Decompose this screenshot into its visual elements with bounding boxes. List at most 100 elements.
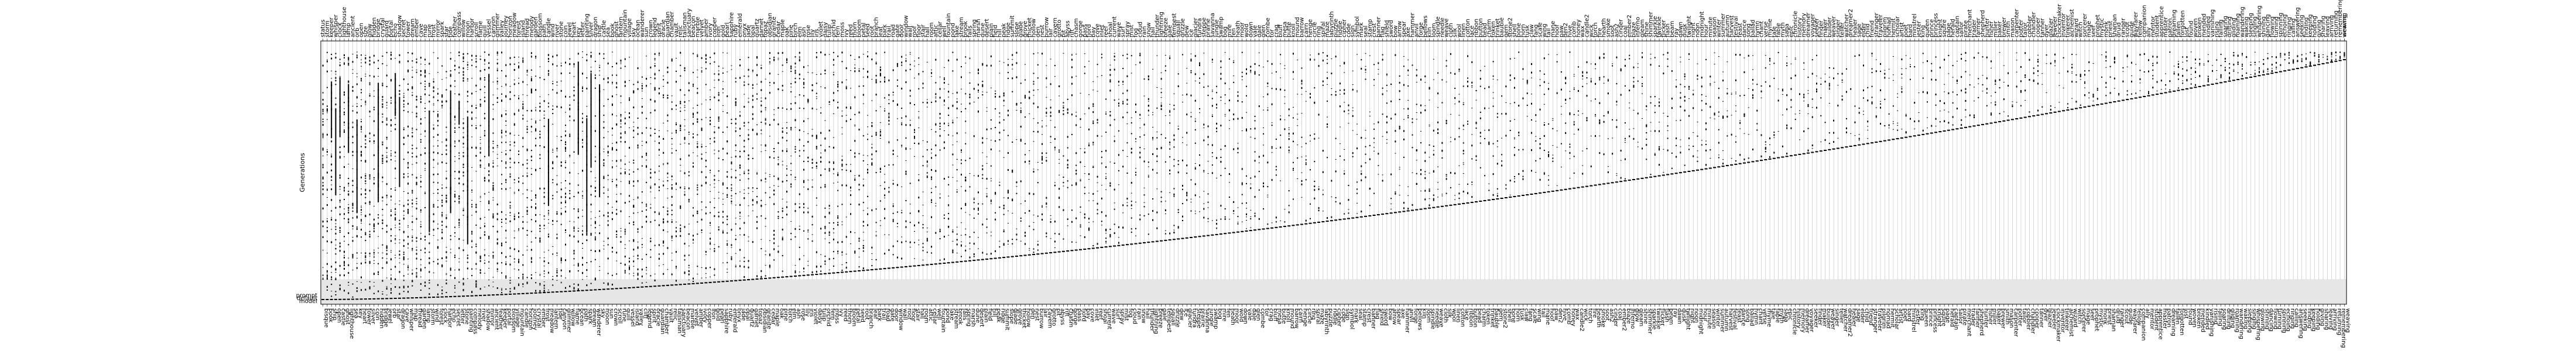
activity-mark [433, 220, 434, 222]
activity-mark [513, 230, 515, 232]
activity-mark [501, 242, 502, 245]
activity-mark [637, 81, 639, 83]
activity-mark [867, 126, 869, 128]
activity-mark [441, 187, 443, 189]
activity-mark [1033, 252, 1034, 253]
activity-mark [496, 80, 498, 82]
activity-mark [429, 85, 430, 87]
activity-mark [488, 236, 490, 238]
activity-mark [369, 82, 371, 84]
activity-mark [530, 91, 532, 93]
activity-mark [518, 230, 520, 231]
activity-mark [407, 164, 409, 166]
activity-mark [463, 152, 464, 154]
activity-mark [909, 52, 911, 53]
activity-mark [582, 233, 584, 236]
activity-mark [731, 162, 732, 164]
activity-mark [697, 134, 698, 136]
activity-mark [361, 276, 362, 278]
activity-mark [693, 280, 694, 282]
activity-mark [437, 223, 439, 225]
activity-mark [560, 90, 562, 92]
activity-mark [441, 289, 443, 291]
activity-mark [573, 226, 575, 228]
activity-mark [867, 71, 869, 73]
activity-mark [369, 111, 371, 113]
activity-mark [773, 114, 775, 115]
activity-mark [467, 95, 468, 97]
activity-mark [841, 51, 843, 54]
activity-mark [748, 169, 749, 171]
activity-mark [611, 251, 613, 253]
activity-mark [909, 222, 911, 223]
activity-mark [386, 250, 388, 252]
activity-mark [875, 61, 877, 63]
activity-mark [790, 67, 792, 70]
activity-mark [969, 186, 971, 188]
activity-mark [582, 209, 584, 211]
activity-mark [586, 233, 588, 236]
activity-mark [999, 95, 1001, 98]
activity-mark [343, 261, 345, 264]
activity-mark [727, 140, 728, 142]
activity-mark [424, 252, 426, 253]
activity-mark [535, 168, 537, 170]
activity-mark [513, 215, 515, 218]
activity-mark [1007, 135, 1009, 136]
activity-mark [552, 161, 554, 163]
activity-mark [437, 206, 439, 208]
activity-mark [727, 176, 728, 178]
activity-mark [952, 93, 954, 94]
activity-mark [705, 117, 707, 118]
activity-mark [547, 271, 549, 274]
activity-mark [816, 267, 817, 268]
activity-mark [752, 191, 753, 192]
activity-mark [931, 101, 933, 103]
activity-mark [777, 186, 779, 187]
activity-mark [978, 110, 979, 112]
activity-mark [446, 274, 447, 275]
activity-mark [526, 149, 528, 151]
activity-mark [663, 229, 664, 231]
activity-mark [467, 69, 468, 70]
activity-mark [352, 254, 354, 256]
activity-mark [412, 190, 413, 192]
activity-mark [403, 95, 405, 96]
activity-mark [343, 146, 345, 147]
activity-mark [441, 214, 443, 216]
activity-mark [905, 199, 907, 201]
activity-mark [952, 240, 954, 242]
activity-mark [922, 165, 924, 167]
activity-mark [458, 201, 460, 202]
activity-mark [833, 265, 834, 267]
activity-mark [773, 193, 775, 195]
activity-mark [654, 53, 656, 55]
activity-mark [552, 167, 554, 169]
activity-mark [407, 183, 409, 185]
activity-mark [918, 210, 920, 212]
activity-mark [433, 97, 434, 98]
activity-mark [599, 53, 601, 55]
activity-mark [412, 94, 413, 96]
activity-mark [884, 188, 886, 190]
activity-mark [535, 203, 537, 205]
activity-mark [454, 201, 455, 202]
activity-mark [378, 60, 379, 61]
activity-mark [926, 239, 928, 242]
activity-mark [552, 195, 554, 197]
activity-mark [820, 266, 822, 268]
activity-mark [710, 238, 711, 239]
activity-mark [569, 183, 571, 184]
activity-mark [935, 186, 937, 188]
activity-mark [603, 177, 605, 179]
activity-mark [352, 191, 354, 193]
activity-mark [884, 217, 886, 219]
activity-mark [594, 146, 596, 147]
activity-mark [501, 183, 502, 185]
activity-mark [343, 156, 345, 157]
activity-mark [841, 251, 843, 253]
activity-mark [697, 221, 698, 223]
activity-mark [458, 66, 460, 68]
activity-mark [441, 154, 443, 156]
activity-mark [390, 150, 392, 152]
